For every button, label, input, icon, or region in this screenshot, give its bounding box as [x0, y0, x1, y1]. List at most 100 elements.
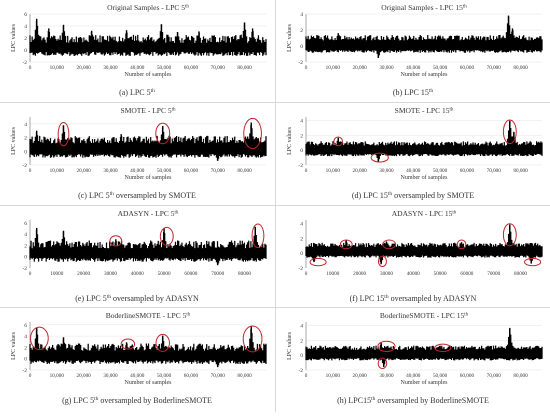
x-axis-title: Number of samples: [401, 174, 449, 181]
x-tick-label: 30000: [104, 271, 117, 277]
x-tick-label: 30,000: [103, 373, 118, 379]
x-tick-label: 50,000: [433, 168, 448, 174]
panel-caption-superscript: th: [388, 191, 393, 197]
series: [305, 224, 543, 265]
highlight-ellipse: [159, 226, 174, 246]
x-tick-label: 70,000: [211, 65, 226, 71]
x-tick-label: 70,000: [487, 65, 502, 71]
x-tick-label: 0: [305, 65, 308, 71]
x-tick-label: 80000: [238, 271, 251, 277]
x-tick-label: 30,000: [379, 373, 394, 379]
series: [305, 327, 543, 368]
series-signal: [305, 121, 543, 162]
x-tick-label: 0: [29, 168, 32, 174]
highlight-ellipse: [155, 333, 170, 352]
x-tick-label: 40,000: [130, 65, 145, 71]
y-tick-label: 4: [300, 222, 303, 228]
y-tick-label: 0: [24, 149, 27, 155]
series-signal: [305, 16, 543, 58]
highlight-ellipse: [242, 325, 263, 353]
chart-title-superscript: th: [452, 211, 456, 216]
panel-caption: (d) LPC 15th oversampled by SMOTE: [352, 191, 474, 200]
panel-caption: (f) LPC 15th oversampled by ADASYN: [350, 294, 477, 303]
x-tick-label: 50,000: [157, 373, 172, 379]
panel-caption: (h) LPC15th oversampled by BoderlineSMOT…: [337, 396, 489, 405]
x-tick-label: 40,000: [130, 373, 145, 379]
highlight-ellipse: [333, 136, 343, 147]
x-tick-label: 10,000: [50, 373, 65, 379]
y-tick-label: -2: [22, 368, 27, 374]
chart-title: Original Samples - LPC 5th: [107, 3, 189, 12]
series: [305, 120, 543, 163]
x-tick-label: 80000: [514, 271, 527, 277]
row-divider-3: [0, 307, 550, 308]
y-tick-label: 0: [300, 251, 303, 257]
x-tick-label: 0: [29, 65, 32, 71]
panel-caption: (b) LPC 15th: [393, 88, 434, 97]
y-tick-label: -2: [298, 163, 303, 169]
x-tick-label: 30,000: [103, 168, 118, 174]
y-axis-title: LPC values: [11, 331, 17, 359]
y-tick-label: 2: [300, 338, 303, 344]
y-tick-label: 4: [24, 232, 27, 238]
y-tick-label: 2: [300, 28, 303, 34]
series-signal: [29, 227, 267, 265]
x-tick-label: 20,000: [353, 373, 368, 379]
x-axis-title: Number of samples: [125, 379, 173, 386]
x-tick-label: 60,000: [460, 65, 475, 71]
series: [29, 226, 267, 266]
x-tick-label: 50,000: [157, 168, 172, 174]
y-tick-label: 2: [24, 243, 27, 249]
series-signal: [305, 328, 543, 367]
x-axis-title: Number of samples: [125, 174, 173, 181]
panel-caption: (a) LPC 5th: [119, 88, 155, 97]
x-tick-label: 10,000: [326, 65, 341, 71]
x-tick-label: 60000: [184, 271, 197, 277]
x-tick-label: 80,000: [237, 65, 252, 71]
x-tick-label: 10,000: [50, 168, 65, 174]
x-tick-label: 60,000: [184, 168, 199, 174]
x-tick-label: 60000: [460, 271, 473, 277]
x-tick-label: 70000: [211, 271, 224, 277]
x-axis-title: Number of samples: [401, 71, 449, 78]
panel-caption-suffix: oversampled by SMOTE: [114, 191, 196, 200]
x-tick-label: 30,000: [379, 65, 394, 71]
panel-caption-superscript: th: [429, 88, 434, 94]
x-tick-label: 80,000: [513, 373, 528, 379]
x-tick-label: 30000: [380, 271, 393, 277]
x-tick-label: 10,000: [326, 168, 341, 174]
highlight-ellipse: [57, 121, 70, 147]
y-tick-label: 0: [300, 148, 303, 154]
highlight-ellipse: [251, 223, 265, 249]
chart-title-superscript: th: [185, 5, 189, 10]
chart-title: SMOTE - LPC 15th: [395, 106, 454, 115]
panel-caption-suffix: oversampled by ADASYN: [389, 294, 477, 303]
x-tick-label: 0: [29, 271, 32, 277]
chart-title: BoderlineSMOTE - LPC 5th: [106, 311, 191, 320]
x-tick-label: 50,000: [433, 65, 448, 71]
x-tick-label: 10,000: [50, 65, 65, 71]
panel-caption-superscript: th: [151, 88, 156, 94]
x-tick-label: 10,000: [326, 373, 341, 379]
x-tick-label: 70,000: [487, 168, 502, 174]
y-tick-label: 0: [24, 48, 27, 54]
x-tick-label: 10000: [326, 271, 339, 277]
series-signal: [29, 125, 267, 161]
chart-title-superscript: th: [172, 108, 176, 113]
chart-title: ADASYN - LPC 5th: [118, 209, 179, 218]
x-tick-label: 60,000: [184, 65, 199, 71]
highlight-ellipse: [309, 257, 327, 267]
highlight-ellipse: [456, 239, 467, 250]
y-tick-label: 4: [300, 12, 303, 18]
x-tick-label: 40,000: [406, 65, 421, 71]
y-tick-label: -2: [298, 266, 303, 272]
y-tick-label: 6: [24, 221, 27, 227]
panel-caption-superscript: th: [371, 396, 376, 402]
x-tick-label: 0: [305, 373, 308, 379]
y-axis-title: LPC values: [11, 23, 17, 51]
highlight-ellipse: [120, 338, 136, 350]
